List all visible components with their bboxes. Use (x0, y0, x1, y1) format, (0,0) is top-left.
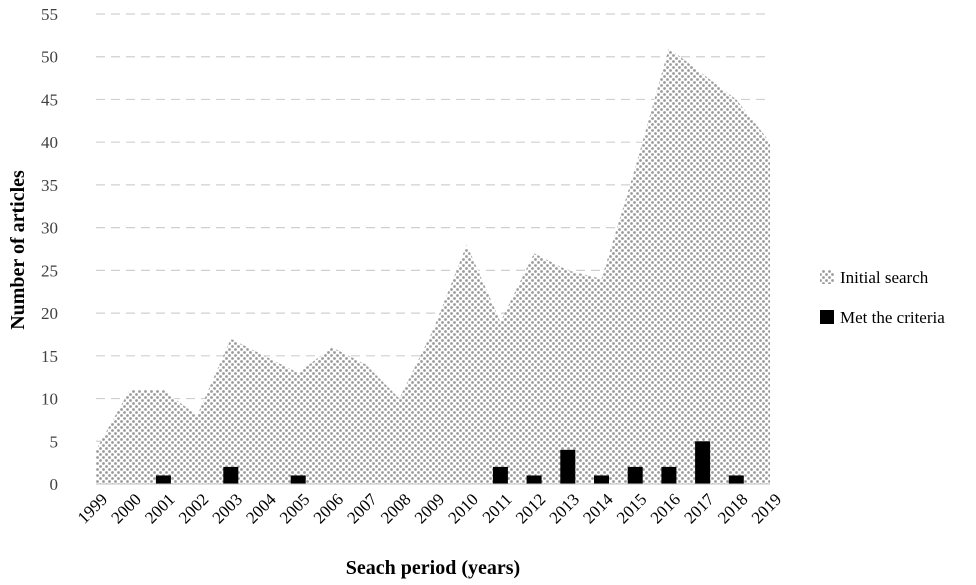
bar-met-criteria-2003 (223, 466, 239, 484)
x-tick-label-2008: 2008 (377, 490, 414, 527)
x-tick-label-2011: 2011 (479, 490, 516, 527)
x-tick-label-2000: 2000 (107, 490, 144, 527)
x-tick-labels: 1999200020012002200320042005200620072008… (74, 489, 785, 527)
y-tick-label-40: 40 (41, 133, 58, 152)
x-tick-label-2018: 2018 (714, 490, 751, 527)
legend-item-initial-search: Initial search (820, 268, 929, 287)
y-tick-label-55: 55 (41, 5, 58, 24)
y-tick-label-0: 0 (50, 475, 59, 494)
bar-met-criteria-2011 (492, 466, 508, 484)
legend: Initial search Met the criteria (820, 268, 945, 327)
bar-met-criteria-2012 (526, 475, 542, 484)
y-tick-label-35: 35 (41, 176, 58, 195)
y-tick-labels: 0 5 10 15 20 25 30 35 40 45 50 55 (41, 5, 58, 494)
bar-met-criteria-2001 (155, 475, 171, 484)
bar-met-criteria-2005 (290, 475, 306, 484)
x-tick-label-2010: 2010 (444, 490, 481, 527)
initial-search-area-layer (96, 48, 770, 484)
x-tick-label-2017: 2017 (680, 489, 718, 527)
bar-met-criteria-2017 (695, 441, 711, 484)
initial-search-area (96, 48, 770, 484)
x-tick-label-2012: 2012 (512, 490, 549, 527)
x-tick-label-2004: 2004 (242, 489, 280, 527)
met-criteria-bars-layer (155, 441, 744, 484)
x-tick-label-2013: 2013 (546, 490, 583, 527)
bar-met-criteria-2018 (728, 475, 744, 484)
bar-met-criteria-2014 (594, 475, 609, 484)
legend-swatch-initial-search (820, 270, 834, 284)
y-axis-title: Number of articles (7, 170, 29, 330)
y-tick-label-25: 25 (41, 261, 58, 280)
y-tick-label-10: 10 (41, 390, 58, 409)
legend-label-met-criteria: Met the criteria (840, 308, 945, 327)
bar-met-criteria-2016 (661, 466, 677, 484)
bar-met-criteria-2015 (627, 466, 643, 484)
y-tick-label-50: 50 (41, 48, 58, 67)
bar-met-criteria-2013 (560, 449, 576, 484)
x-tick-label-2014: 2014 (579, 489, 617, 527)
x-axis-title: Seach period (years) (346, 557, 520, 579)
y-tick-label-45: 45 (41, 90, 58, 109)
x-tick-label-1999: 1999 (74, 490, 111, 527)
legend-item-met-criteria: Met the criteria (820, 308, 945, 327)
x-tick-label-2002: 2002 (175, 490, 212, 527)
y-tick-label-5: 5 (50, 432, 59, 451)
x-tick-label-2003: 2003 (209, 490, 246, 527)
legend-swatch-met-criteria (820, 310, 834, 324)
y-tick-label-30: 30 (41, 219, 58, 238)
x-tick-label-2005: 2005 (276, 490, 313, 527)
legend-label-initial-search: Initial search (840, 268, 929, 287)
x-tick-label-2016: 2016 (647, 490, 684, 527)
x-tick-label-2019: 2019 (748, 490, 785, 527)
x-tick-label-2007: 2007 (343, 489, 381, 527)
x-tick-label-2006: 2006 (310, 490, 347, 527)
x-tick-label-2015: 2015 (613, 490, 650, 527)
x-tick-label-2009: 2009 (411, 490, 448, 527)
y-tick-label-15: 15 (41, 347, 58, 366)
x-tick-label-2001: 2001 (141, 490, 178, 527)
y-tick-label-20: 20 (41, 304, 58, 323)
